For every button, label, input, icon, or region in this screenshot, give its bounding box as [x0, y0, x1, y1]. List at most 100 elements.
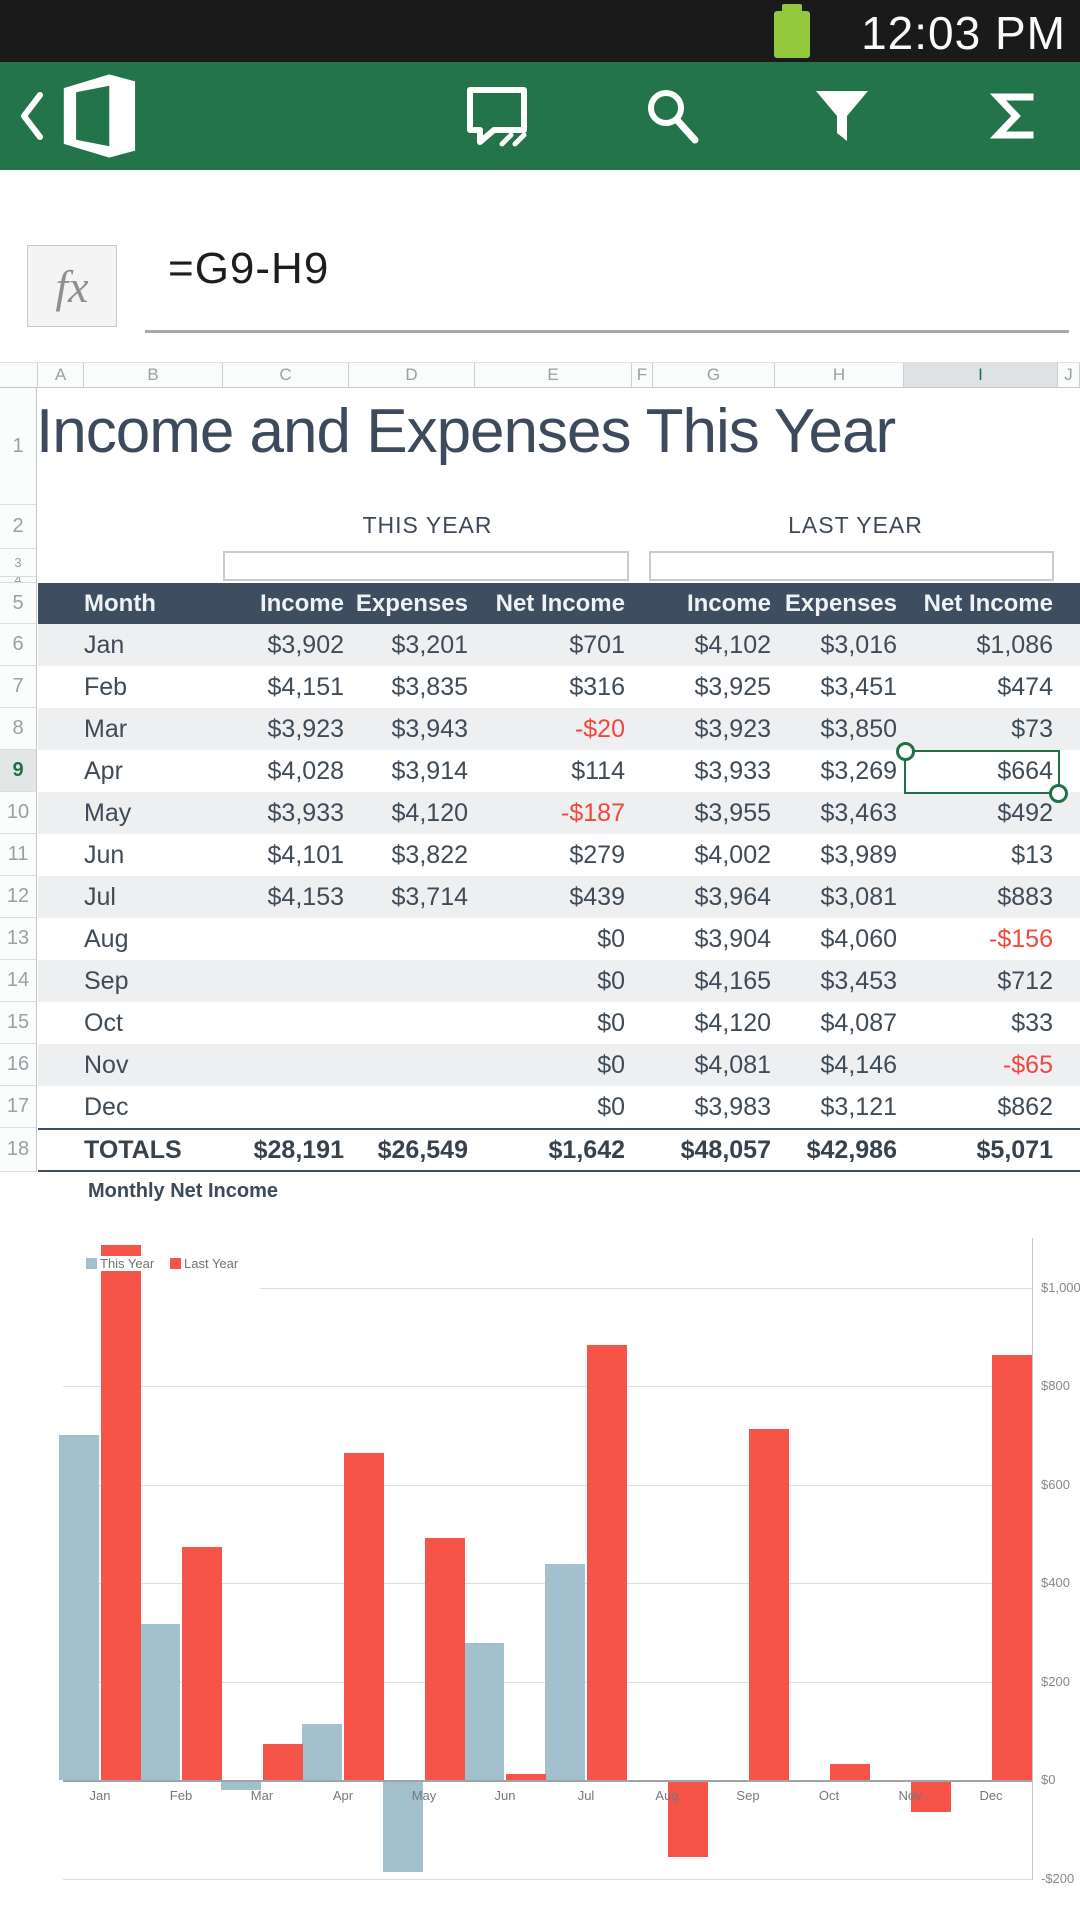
row-header-6[interactable]: 6: [0, 624, 37, 666]
cell-value[interactable]: $4,081: [694, 1050, 771, 1079]
row-header-1[interactable]: 1: [0, 388, 37, 505]
cell-value[interactable]: $0: [597, 1008, 625, 1037]
cell-value[interactable]: $3,201: [391, 630, 468, 659]
row-header-11[interactable]: 11: [0, 834, 37, 876]
cell-value[interactable]: $4,120: [391, 798, 468, 827]
filter-button[interactable]: [800, 62, 884, 170]
table-header-cell[interactable]: Income: [686, 589, 771, 617]
cell-value[interactable]: [288, 1086, 468, 1128]
table-header-cell[interactable]: Expenses: [784, 589, 897, 617]
cell-value[interactable]: $474: [997, 672, 1053, 701]
group-header-this-year[interactable]: THIS YEAR: [362, 512, 493, 538]
cell-value[interactable]: [288, 960, 468, 1002]
cell-month-label[interactable]: Oct: [84, 1008, 123, 1037]
row-header-9[interactable]: 9: [0, 750, 37, 792]
cell-value[interactable]: $0: [597, 1092, 625, 1121]
row-header-4[interactable]: 4: [0, 577, 37, 583]
cell-month-label[interactable]: Jul: [84, 882, 116, 911]
cell-value[interactable]: $3,850: [820, 714, 897, 743]
cell-month-label[interactable]: Dec: [84, 1092, 129, 1121]
cell-value[interactable]: $73: [1011, 714, 1053, 743]
cell-value[interactable]: $3,451: [820, 672, 897, 701]
row-header-7[interactable]: 7: [0, 666, 37, 708]
column-header-H[interactable]: H: [775, 363, 904, 387]
table-header-cell[interactable]: Net Income: [923, 589, 1053, 617]
cell-month-label[interactable]: Sep: [84, 966, 129, 995]
cell-value[interactable]: $5,071: [976, 1135, 1053, 1164]
cell-value[interactable]: $862: [997, 1092, 1053, 1121]
cell-value[interactable]: $3,923: [694, 714, 771, 743]
cell-value[interactable]: -$20: [574, 714, 625, 743]
cell-month-label[interactable]: Feb: [84, 672, 128, 701]
cell-value[interactable]: -$156: [989, 924, 1053, 953]
cell-value[interactable]: $3,016: [820, 630, 897, 659]
cell-value[interactable]: $712: [997, 966, 1053, 995]
cell-value[interactable]: $13: [1011, 840, 1053, 869]
cell-value[interactable]: $4,102: [694, 630, 771, 659]
legend-item-last-year[interactable]: Last Year: [170, 1256, 239, 1271]
column-header-J[interactable]: J: [1058, 363, 1080, 387]
cell-month-label[interactable]: Jan: [84, 630, 125, 659]
cell-value[interactable]: $4,101: [267, 840, 344, 869]
row-header-10[interactable]: 10: [0, 792, 37, 834]
cell-value[interactable]: $3,955: [694, 798, 771, 827]
selection-handle-top-left[interactable]: [896, 742, 915, 761]
formula-input[interactable]: =G9-H9: [168, 244, 330, 293]
cell-value[interactable]: $3,904: [694, 924, 771, 953]
cell-value[interactable]: $3,835: [391, 672, 468, 701]
cell-value[interactable]: $3,453: [820, 966, 897, 995]
cell-value[interactable]: $3,925: [694, 672, 771, 701]
cell-value[interactable]: $3,933: [694, 756, 771, 785]
table-header-month[interactable]: Month: [84, 589, 156, 617]
cell-value[interactable]: $4,060: [820, 924, 897, 953]
cell-value[interactable]: -$187: [561, 798, 625, 827]
table-header-cell[interactable]: Income: [259, 589, 344, 617]
cell-value[interactable]: $3,822: [391, 840, 468, 869]
column-header-C[interactable]: C: [223, 363, 349, 387]
cell-value[interactable]: $1,642: [548, 1135, 625, 1164]
cell-value[interactable]: $0: [597, 966, 625, 995]
column-header-G[interactable]: G: [653, 363, 775, 387]
comment-button[interactable]: [452, 62, 542, 170]
autosum-button[interactable]: [968, 62, 1054, 170]
sparkline-box-last-year[interactable]: [649, 551, 1054, 581]
sheet-title-cell[interactable]: Income and Expenses This Year: [36, 397, 896, 466]
cell-month-label[interactable]: Jun: [84, 840, 125, 869]
row-header-16[interactable]: 16: [0, 1044, 37, 1086]
cell-value[interactable]: $3,121: [820, 1092, 897, 1121]
row-header-13[interactable]: 13: [0, 918, 37, 960]
cell-value[interactable]: $3,983: [694, 1092, 771, 1121]
column-header-B[interactable]: B: [84, 363, 223, 387]
cell-value[interactable]: $279: [569, 840, 625, 869]
column-header-I[interactable]: I: [904, 363, 1058, 387]
cell-value[interactable]: $3,902: [267, 630, 344, 659]
column-header-E[interactable]: E: [475, 363, 632, 387]
search-button[interactable]: [630, 62, 716, 170]
row-header-18[interactable]: 18: [0, 1128, 37, 1172]
row-header-15[interactable]: 15: [0, 1002, 37, 1044]
cell-value[interactable]: [288, 1002, 468, 1044]
cell-value[interactable]: $4,087: [820, 1008, 897, 1037]
cell-value[interactable]: $26,549: [377, 1135, 468, 1164]
table-header-cell[interactable]: Net Income: [495, 589, 625, 617]
cell-value[interactable]: $3,933: [267, 798, 344, 827]
cell-value[interactable]: $3,081: [820, 882, 897, 911]
cell-value[interactable]: $316: [569, 672, 625, 701]
select-all-corner[interactable]: [0, 363, 38, 387]
cell-value[interactable]: $0: [597, 924, 625, 953]
cell-value[interactable]: $664: [997, 756, 1053, 785]
selection-handle-bottom-right[interactable]: [1049, 784, 1068, 803]
cell-value[interactable]: $701: [569, 630, 625, 659]
cell-month-label[interactable]: Aug: [84, 924, 129, 953]
row-header-17[interactable]: 17: [0, 1086, 37, 1128]
row-header-2[interactable]: 2: [0, 505, 37, 549]
cell-value[interactable]: $48,057: [680, 1135, 771, 1164]
cell-value[interactable]: $3,964: [694, 882, 771, 911]
cell-value[interactable]: $3,714: [391, 882, 468, 911]
office-logo-icon[interactable]: [52, 62, 146, 170]
cell-value[interactable]: $3,463: [820, 798, 897, 827]
cell-value[interactable]: $28,191: [253, 1135, 344, 1164]
row-header-5[interactable]: 5: [0, 583, 37, 624]
cell-value[interactable]: $4,120: [694, 1008, 771, 1037]
cell-value[interactable]: -$65: [1002, 1050, 1053, 1079]
